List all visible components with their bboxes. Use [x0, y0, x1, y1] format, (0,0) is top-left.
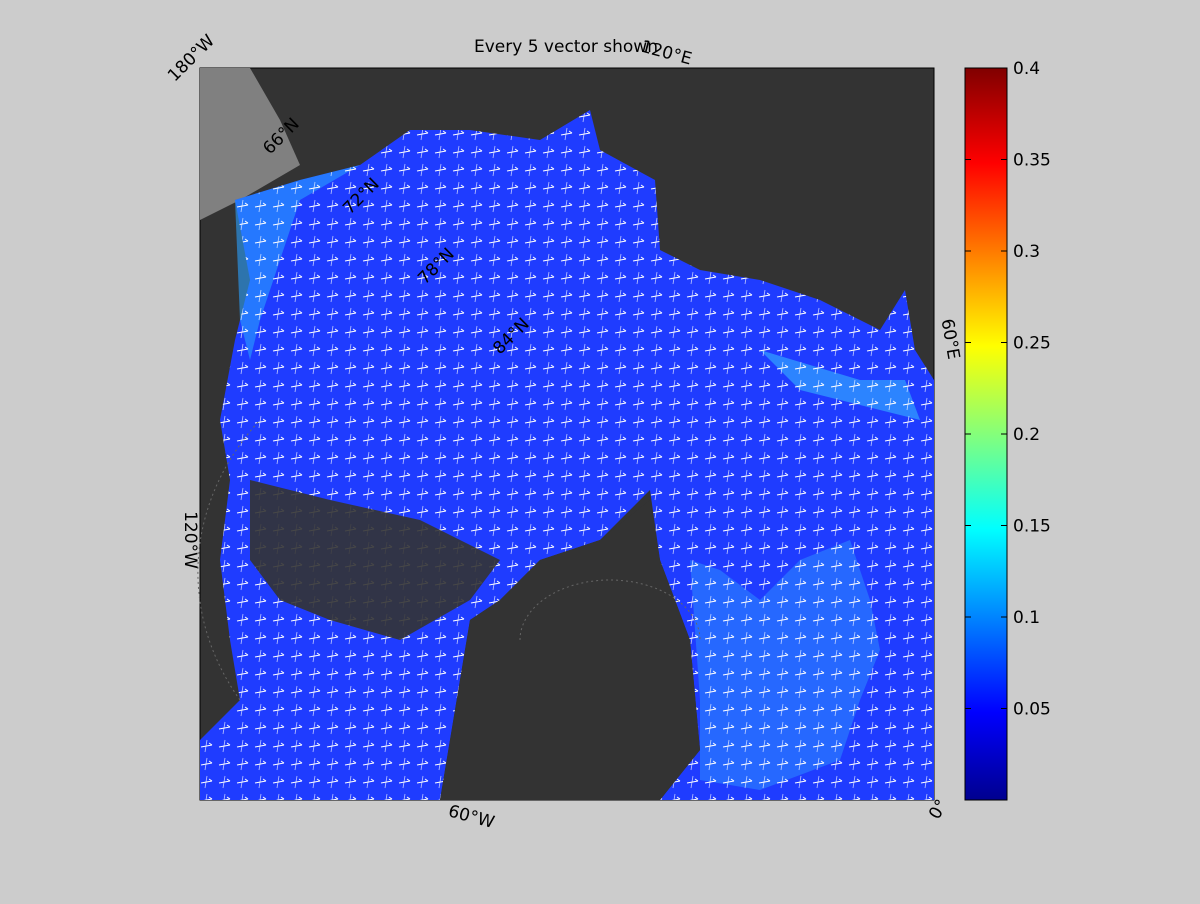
colorbar-tick-label: 0.35	[1013, 151, 1051, 171]
colorbar-tick-label: 0.4	[1013, 59, 1040, 79]
colorbar-tick-label: 0.3	[1013, 242, 1040, 262]
lon-label: 60°E	[937, 317, 964, 361]
map-panel	[197, 67, 935, 801]
land-grey	[200, 68, 300, 220]
lon-label: 120°W	[180, 511, 200, 569]
lon-label: 120°E	[639, 37, 694, 70]
colorbar-tick-label: 0.25	[1013, 334, 1051, 354]
colorbar	[964, 67, 1008, 801]
colorbar-tick-label: 0.15	[1013, 517, 1051, 537]
colorbar-tick-label: 0.05	[1013, 700, 1051, 720]
lon-label: 60°W	[446, 801, 497, 833]
colorbar-tick-label: 0.1	[1013, 608, 1040, 628]
archipelago	[250, 480, 500, 640]
greenland	[440, 500, 700, 800]
map-title: Every 5 vector shown	[474, 37, 658, 57]
colorbar-tick-label: 0.2	[1013, 425, 1040, 445]
graticule	[197, 419, 701, 701]
